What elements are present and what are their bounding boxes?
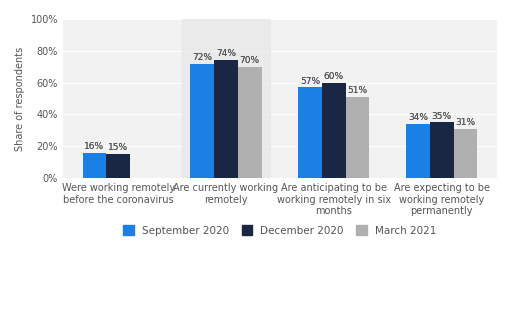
Bar <box>106 154 130 178</box>
Bar <box>238 67 262 178</box>
Bar <box>190 64 214 178</box>
Text: 72%: 72% <box>193 53 212 62</box>
Bar <box>214 60 238 178</box>
Text: 15%: 15% <box>108 143 129 152</box>
Text: 34%: 34% <box>408 113 428 122</box>
Text: 57%: 57% <box>300 77 320 85</box>
Bar <box>454 129 477 178</box>
Text: 70%: 70% <box>240 56 260 65</box>
Legend: September 2020, December 2020, March 2021: September 2020, December 2020, March 202… <box>119 221 441 240</box>
Bar <box>82 153 106 178</box>
Bar <box>214 60 238 178</box>
Bar <box>430 123 454 178</box>
Text: 60%: 60% <box>324 72 344 81</box>
Text: 35%: 35% <box>432 112 452 121</box>
Bar <box>406 124 430 178</box>
Text: 74%: 74% <box>216 49 236 59</box>
Bar <box>430 123 454 178</box>
Bar <box>298 88 322 178</box>
Text: 51%: 51% <box>348 86 368 95</box>
Y-axis label: Share of respondents: Share of respondents <box>15 46 25 151</box>
Text: 57%: 57% <box>300 77 320 85</box>
Text: 16%: 16% <box>84 142 104 151</box>
Text: 70%: 70% <box>240 56 260 65</box>
Bar <box>406 124 430 178</box>
Text: 15%: 15% <box>108 143 129 152</box>
Bar <box>322 83 346 178</box>
Bar <box>238 67 262 178</box>
Text: 34%: 34% <box>408 113 428 122</box>
Text: 35%: 35% <box>432 112 452 121</box>
Bar <box>346 97 370 178</box>
Bar <box>322 83 346 178</box>
Bar <box>106 154 130 178</box>
Bar <box>298 88 322 178</box>
Text: 31%: 31% <box>455 118 476 127</box>
Bar <box>190 64 214 178</box>
Text: 51%: 51% <box>348 86 368 95</box>
Text: 31%: 31% <box>455 118 476 127</box>
Bar <box>182 19 270 178</box>
Text: 16%: 16% <box>84 142 104 151</box>
Text: 60%: 60% <box>324 72 344 81</box>
Bar <box>82 153 106 178</box>
Text: 72%: 72% <box>193 53 212 62</box>
Bar <box>346 97 370 178</box>
Bar <box>454 129 477 178</box>
Text: 74%: 74% <box>216 49 236 59</box>
